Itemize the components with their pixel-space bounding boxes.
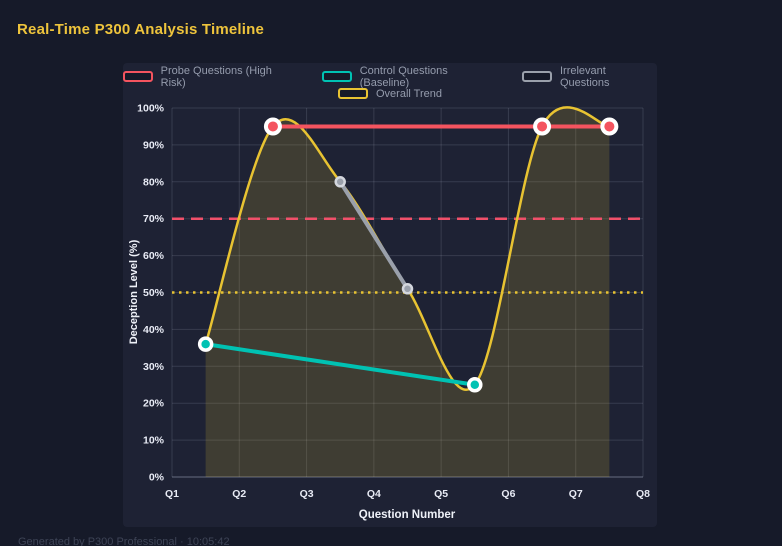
data-point[interactable] [334,176,346,188]
x-tick-label: Q8 [636,488,650,500]
legend-item[interactable]: Probe Questions (High Risk) [123,65,298,89]
chart-panel: Probe Questions (High Risk) Control Quest… [123,63,657,527]
data-point[interactable] [401,283,414,295]
y-tick-label: 0% [149,472,165,484]
y-tick-label: 80% [143,176,165,188]
y-tick-label: 10% [143,435,165,447]
legend-swatch [337,88,368,99]
data-point[interactable] [197,336,214,352]
legend-swatch [123,71,153,82]
data-point[interactable] [600,117,619,136]
y-tick-label: 70% [143,213,165,225]
legend-swatch [322,71,352,82]
chart-legend: Probe Questions (High Risk) Control Quest… [123,65,657,101]
legend-row-2: Overall Trend [337,86,443,101]
x-tick-label: Q2 [232,488,246,500]
y-axis-title: Deception Level (%) [128,239,140,345]
y-tick-label: 90% [143,139,165,151]
x-tick-label: Q7 [569,488,583,500]
data-point[interactable] [467,377,483,393]
legend-item[interactable]: Control Questions (Baseline) [322,65,498,89]
chart-svg: Q1 Q2 Q3 Q4 Q5 Q6 Q7 Q8 0% 10% 20% 30% 40% 50% 60% 70% 8… [137,103,650,501]
x-tick-label: Q5 [434,488,448,500]
series-line-segment [203,342,477,387]
y-tick-label: 100% [137,103,165,115]
data-point[interactable] [263,117,282,136]
legend-label: Control Questions (Baseline) [359,64,448,89]
x-tick-label: Q1 [165,488,179,500]
legend-label: Overall Trend [375,87,443,100]
legend-row-1: Probe Questions (High Risk) Control Quest… [123,65,657,89]
x-tick-label: Q4 [367,488,381,500]
data-point[interactable] [533,117,552,136]
legend-label: Irrelevant Questions [559,64,610,89]
legend-label: Probe Questions (High Risk) [160,64,272,89]
legend-item[interactable]: Irrelevant Questions [522,65,657,89]
legend-item[interactable]: Overall Trend [337,87,443,100]
x-tick-label: Q3 [300,488,314,500]
y-tick-label: 20% [143,398,165,410]
x-tick-label: Q6 [501,488,515,500]
y-tick-label: 30% [143,361,165,373]
legend-swatch [522,71,552,82]
footer-note: Generated by P300 Professional · 10:05:4… [18,536,230,546]
y-tick-label: 60% [143,250,165,262]
y-tick-label: 40% [143,324,165,336]
y-tick-label: 50% [143,287,165,299]
x-axis-title: Question Number [358,509,456,521]
series-line-segment [338,179,410,291]
page-title: Real-Time P300 Analysis Timeline [17,21,265,38]
